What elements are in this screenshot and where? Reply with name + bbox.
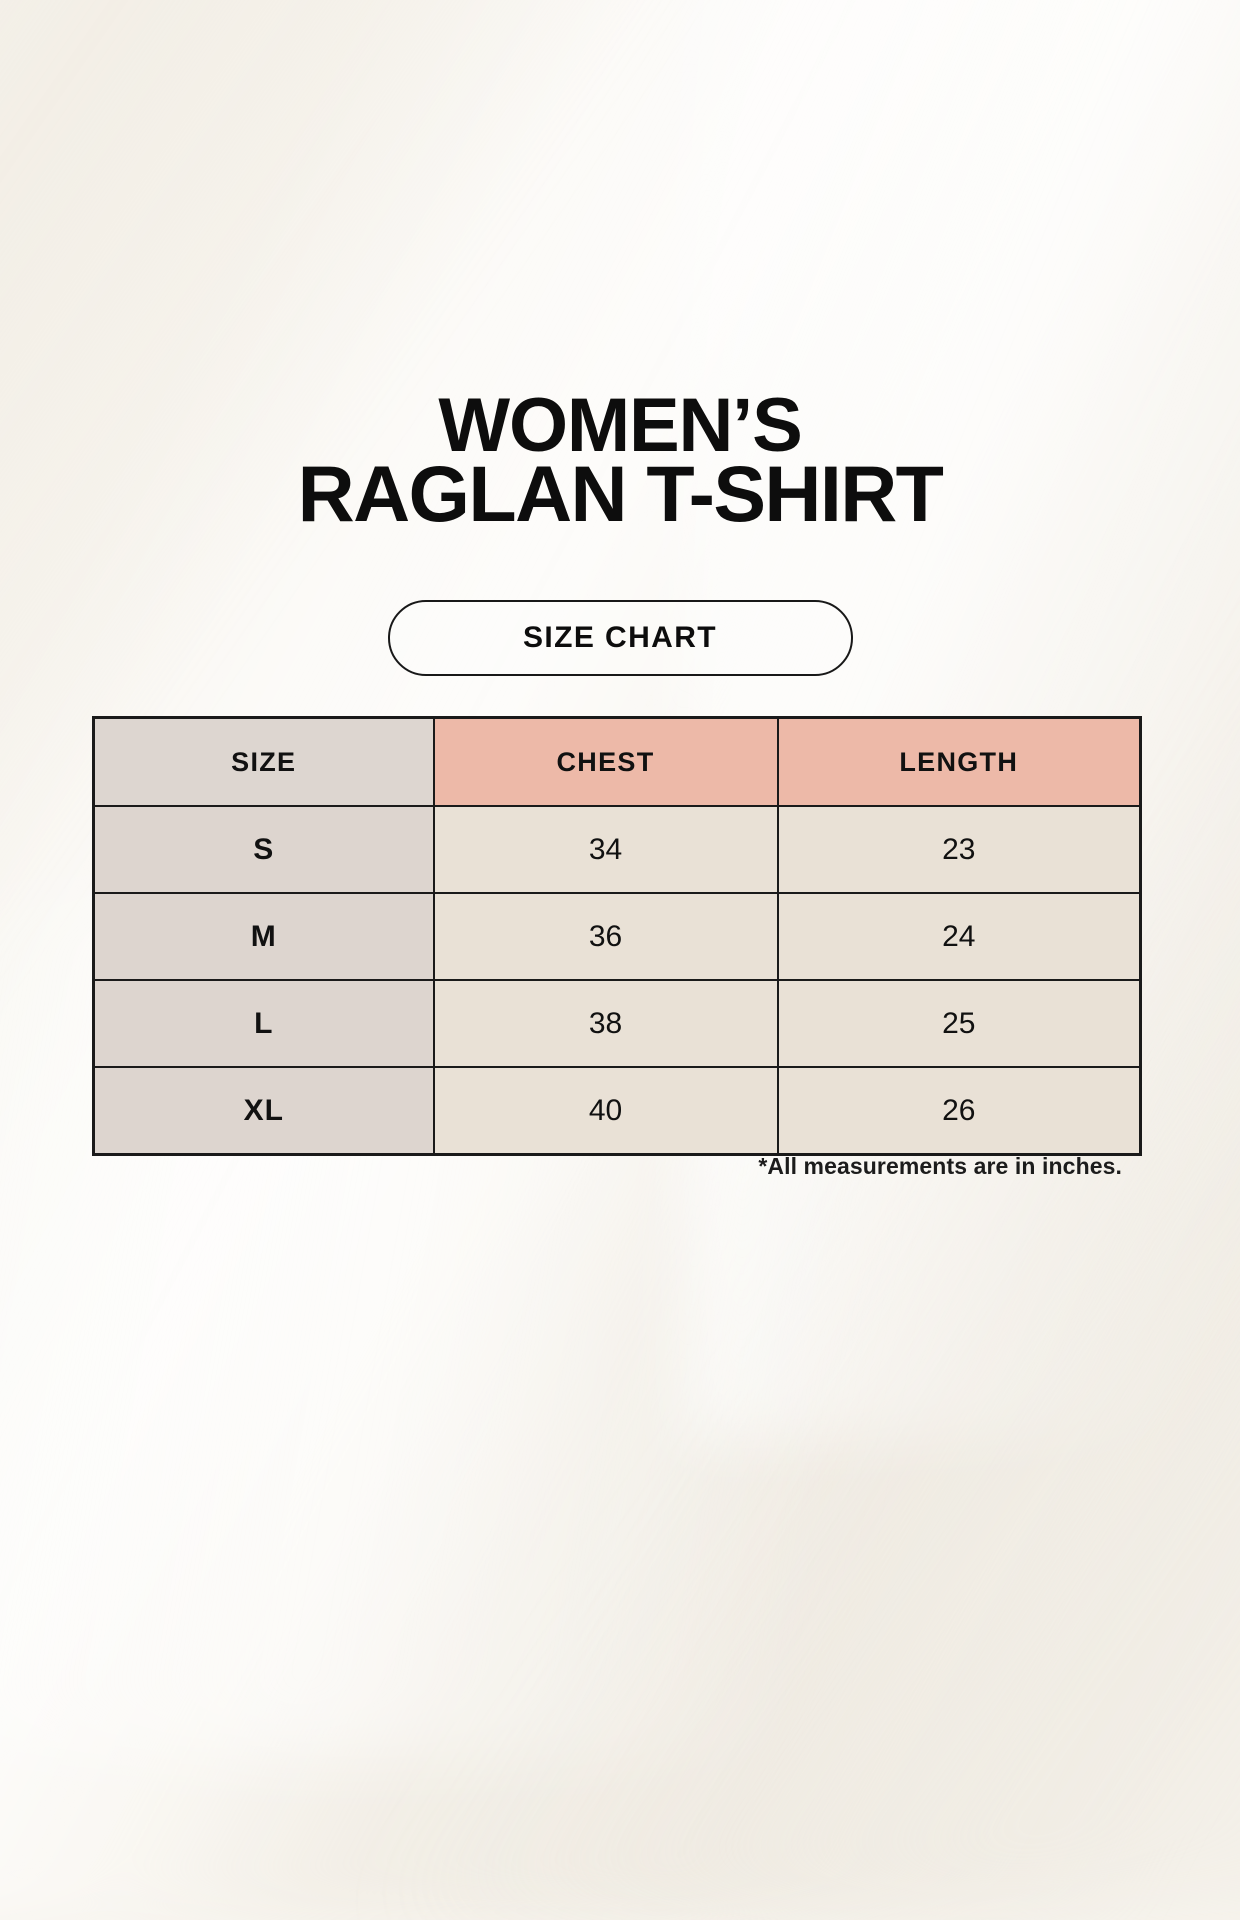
- column-header-chest: CHEST: [432, 716, 779, 807]
- size-chart-badge: SIZE CHART: [387, 600, 853, 676]
- column-header-length: LENGTH: [776, 716, 1142, 807]
- cell-length: 26: [776, 1066, 1142, 1156]
- cell-length: 23: [776, 805, 1142, 894]
- cell-chest: 34: [432, 805, 779, 894]
- cell-length: 25: [776, 979, 1142, 1068]
- cell-size: M: [92, 892, 435, 981]
- cell-size: XL: [92, 1066, 435, 1156]
- title-line-2: RAGLAN T-SHIRT: [297, 449, 944, 538]
- title-line-1: WOMEN’S: [438, 383, 802, 468]
- cell-chest: 38: [432, 979, 779, 1068]
- cell-length: 24: [776, 892, 1142, 981]
- table-row: L 38 25: [92, 979, 1142, 1068]
- cell-size: L: [92, 979, 435, 1068]
- table-header: SIZE CHEST LENGTH: [92, 716, 1142, 807]
- table-row: M 36 24: [92, 892, 1142, 981]
- page-title: WOMEN’S RAGLAN T-SHIRT: [0, 383, 1240, 538]
- column-header-size: SIZE: [92, 716, 435, 807]
- size-chart-table: SIZE CHEST LENGTH S 34 23 M 36 24 L 38 2…: [92, 716, 1142, 1156]
- measurement-unit-note: *All measurements are in inches.: [758, 1153, 1122, 1179]
- cell-chest: 36: [432, 892, 779, 981]
- cell-chest: 40: [432, 1066, 779, 1156]
- size-chart-poster: WOMEN’S RAGLAN T-SHIRT SIZE CHART SIZE C…: [0, 383, 1240, 1179]
- table-body: S 34 23 M 36 24 L 38 25 XL 40 26: [92, 805, 1142, 1156]
- size-chart-badge-wrapper: SIZE CHART: [0, 600, 1240, 676]
- table-header-row: SIZE CHEST LENGTH: [92, 716, 1142, 807]
- table-row: XL 40 26: [92, 1066, 1142, 1156]
- cell-size: S: [92, 805, 435, 894]
- table-row: S 34 23: [92, 805, 1142, 894]
